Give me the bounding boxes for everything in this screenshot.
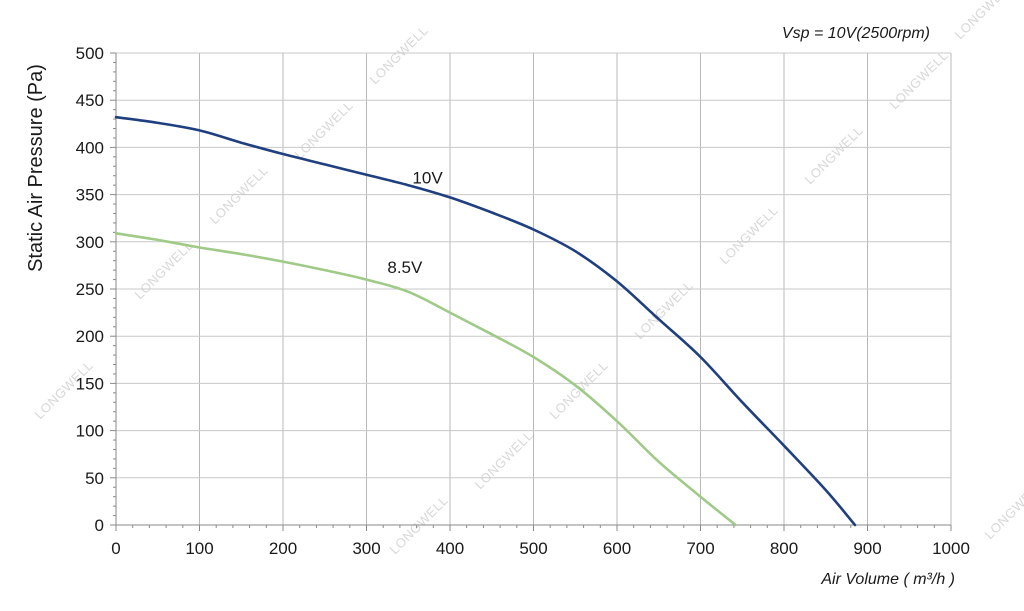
watermark-text: LONGWELL xyxy=(632,278,697,343)
watermark-text: LONGWELL xyxy=(472,428,537,493)
x-tick-label: 300 xyxy=(352,539,380,558)
x-axis-title: Air Volume ( m³/h ) xyxy=(820,571,955,588)
watermark-text: LONGWELL xyxy=(952,0,1017,42)
y-tick-label: 450 xyxy=(76,91,104,110)
y-axis-title: Static Air Pressure (Pa) xyxy=(25,64,47,272)
watermark-text: LONGWELL xyxy=(717,203,782,268)
y-tick-label: 0 xyxy=(95,516,104,535)
series-line-8-5V xyxy=(114,232,737,527)
x-tick-label: 800 xyxy=(770,539,798,558)
y-tick-label: 300 xyxy=(76,233,104,252)
x-tick-labels: 0 100 200 300 400 500 600 700 800 900 1000 xyxy=(111,539,970,558)
y-tick-label: 100 xyxy=(76,422,104,441)
series-layer xyxy=(114,115,857,527)
series-line-10V xyxy=(114,115,857,527)
watermark-layer: LONGWELLLONGWELLLONGWELLLONGWELLLONGWELL… xyxy=(32,0,1024,557)
watermark-text: LONGWELL xyxy=(292,98,357,163)
x-tick-label: 900 xyxy=(853,539,881,558)
y-tick-label: 400 xyxy=(76,138,104,157)
x-tick-label: 1000 xyxy=(932,539,970,558)
x-tick-label: 400 xyxy=(436,539,464,558)
x-tick-label: 100 xyxy=(185,539,213,558)
x-tick-label: 500 xyxy=(519,539,547,558)
watermark-text: LONGWELL xyxy=(547,358,612,423)
x-tick-label: 600 xyxy=(603,539,631,558)
y-tick-label: 250 xyxy=(76,280,104,299)
annotation-vsp: Vsp = 10V(2500rpm) xyxy=(782,25,930,42)
series-labels: 10V 8.5V xyxy=(387,168,443,277)
watermark-text: LONGWELL xyxy=(367,23,432,88)
y-tick-label: 50 xyxy=(85,469,104,488)
watermark-text: LONGWELL xyxy=(982,478,1024,543)
y-tick-label: 500 xyxy=(76,44,104,63)
series-label-8-5V: 8.5V xyxy=(387,258,423,277)
watermark-text: LONGWELL xyxy=(802,123,867,188)
grid-lines xyxy=(116,52,952,525)
x-tick-label: 700 xyxy=(686,539,714,558)
watermark-text: LONGWELL xyxy=(132,238,197,303)
y-tick-label: 150 xyxy=(76,374,104,393)
y-tick-label: 350 xyxy=(76,186,104,205)
axes xyxy=(110,52,952,531)
series-label-10V: 10V xyxy=(412,168,443,187)
watermark-text: LONGWELL xyxy=(887,48,952,113)
x-tick-label: 0 xyxy=(111,539,120,558)
x-tick-label: 200 xyxy=(269,539,297,558)
y-tick-labels: 0 50 100 150 200 250 300 350 400 450 500 xyxy=(76,44,104,535)
y-tick-label: 200 xyxy=(76,327,104,346)
